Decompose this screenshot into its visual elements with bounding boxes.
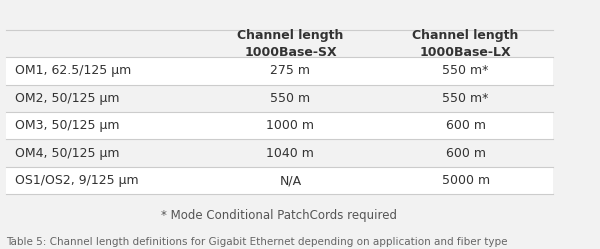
Text: 5000 m: 5000 m — [442, 174, 490, 187]
Text: * Mode Conditional PatchCords required: * Mode Conditional PatchCords required — [161, 209, 397, 222]
Text: OS1/OS2, 9/125 μm: OS1/OS2, 9/125 μm — [16, 174, 139, 187]
Text: 1040 m: 1040 m — [266, 147, 314, 160]
Text: 550 m: 550 m — [271, 92, 310, 105]
Bar — [5, 30, 553, 57]
Text: 550 m*: 550 m* — [442, 92, 489, 105]
Text: OM2, 50/125 μm: OM2, 50/125 μm — [16, 92, 120, 105]
Bar — [5, 139, 553, 167]
Bar — [5, 112, 553, 139]
Text: 275 m: 275 m — [271, 64, 310, 77]
Text: OM1, 62.5/125 μm: OM1, 62.5/125 μm — [16, 64, 131, 77]
Text: Channel length
1000Base-SX: Channel length 1000Base-SX — [237, 29, 344, 59]
Text: OM4, 50/125 μm: OM4, 50/125 μm — [16, 147, 120, 160]
Bar — [5, 167, 553, 194]
Text: N/A: N/A — [280, 174, 301, 187]
Bar — [5, 57, 553, 85]
Text: Channel length
1000Base-LX: Channel length 1000Base-LX — [412, 29, 519, 59]
Text: Table 5: Channel length definitions for Gigabit Ethernet depending on applicatio: Table 5: Channel length definitions for … — [5, 237, 507, 247]
Text: OM3, 50/125 μm: OM3, 50/125 μm — [16, 119, 120, 132]
Text: 1000 m: 1000 m — [266, 119, 314, 132]
Text: 550 m*: 550 m* — [442, 64, 489, 77]
Bar — [5, 85, 553, 112]
Text: 600 m: 600 m — [446, 147, 485, 160]
Text: 600 m: 600 m — [446, 119, 485, 132]
